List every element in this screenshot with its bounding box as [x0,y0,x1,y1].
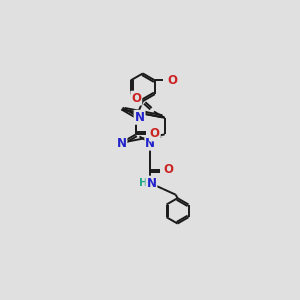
Text: N: N [135,111,145,124]
Text: O: O [131,92,141,105]
Text: N: N [146,177,156,190]
Text: N: N [116,137,127,150]
Text: H: H [139,178,148,188]
Text: O: O [164,163,174,176]
Text: O: O [168,74,178,87]
Text: O: O [150,128,160,140]
Text: N: N [145,137,155,150]
